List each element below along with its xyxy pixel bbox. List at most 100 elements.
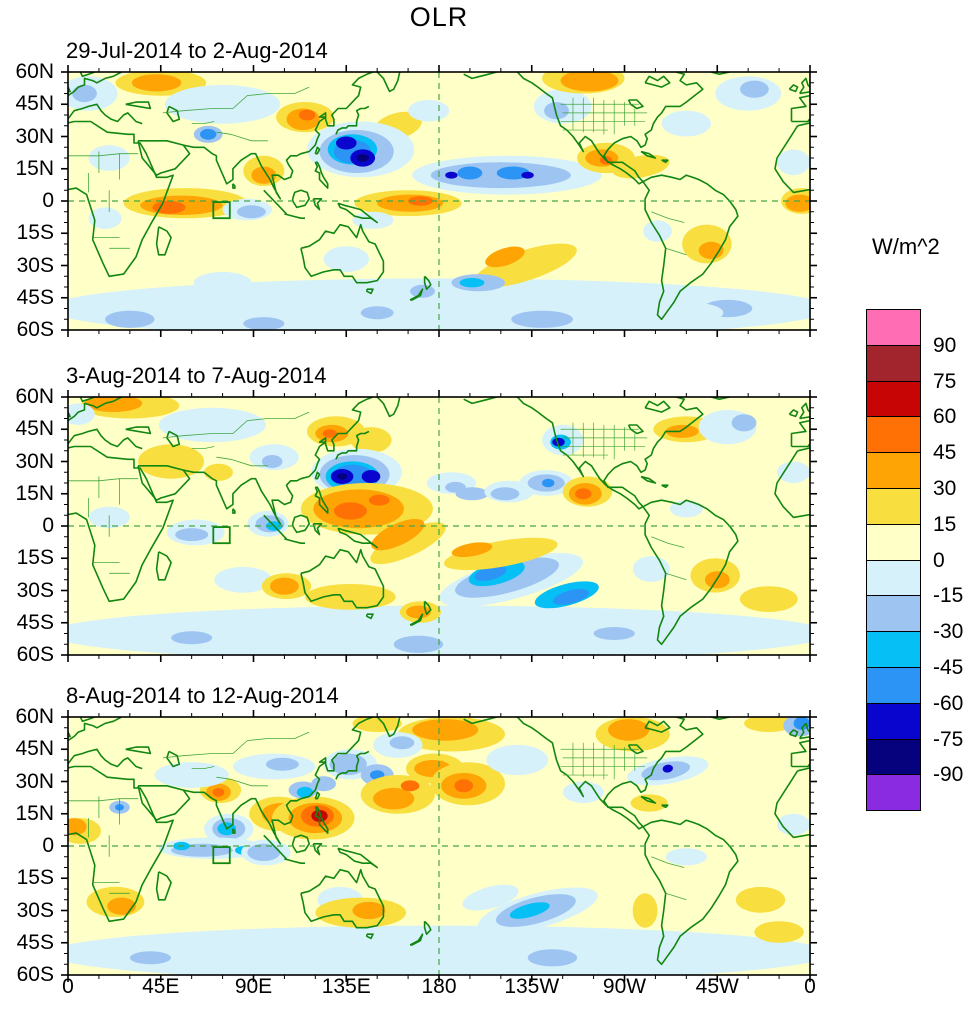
coastline: [335, 105, 370, 135]
country-border: [810, 154, 818, 156]
colorbar-tick-label: 15: [933, 512, 957, 536]
colorbar-segment: [866, 452, 921, 489]
coastline: [314, 791, 321, 800]
anomaly-blob: [247, 843, 281, 861]
coastline: [166, 105, 181, 123]
anomaly-blob: [457, 166, 483, 180]
coastline: [788, 729, 799, 738]
coastline: [376, 717, 401, 738]
anomaly-blob: [107, 897, 136, 915]
anomaly-blob: [575, 488, 592, 500]
lat-tick-label: 60N: [15, 385, 54, 408]
country-border: [68, 478, 139, 482]
anomaly-blob: [336, 473, 348, 480]
anomaly-blob: [360, 306, 394, 320]
anomaly-blob: [731, 414, 757, 432]
anomaly-blob: [131, 74, 182, 92]
anomaly-blob: [735, 886, 786, 913]
lat-tick-label: 60S: [16, 318, 54, 341]
coastline: [314, 471, 321, 480]
coastline: [516, 397, 644, 510]
coastline: [516, 717, 644, 830]
lat-tick-label: 30S: [16, 898, 54, 922]
coastline: [335, 750, 370, 780]
coastline: [640, 795, 657, 804]
coastline: [337, 527, 378, 549]
coastline: [166, 750, 181, 768]
coastline: [137, 785, 191, 821]
anomaly-blob: [200, 128, 217, 140]
colorbar-segment: [866, 667, 921, 704]
panel-title-1: 29-Jul-2014 to 2-Aug-2014: [66, 38, 328, 63]
coastline: [137, 465, 191, 501]
lon-tick-label: 0: [62, 975, 74, 998]
lon-tick-label: 135W: [504, 975, 560, 998]
colorbar-segment: [866, 488, 921, 525]
colorbar-segment: [866, 559, 921, 597]
anomaly-blob: [560, 72, 619, 92]
coastline: [314, 146, 321, 155]
coastline: [300, 548, 385, 609]
coastline: [68, 397, 122, 422]
anomaly-blob: [527, 949, 578, 967]
coastline: [642, 499, 739, 646]
panel-title-3: 8-Aug-2014 to 12-Aug-2014: [66, 683, 339, 708]
anomaly-blob: [661, 110, 711, 137]
country-border: [216, 131, 268, 142]
anomaly-blob: [368, 494, 390, 506]
anomaly-blob: [322, 429, 337, 438]
coastline: [603, 717, 704, 828]
coastline: [68, 428, 143, 450]
colorbar-tick-label: -30: [933, 620, 964, 644]
axis-ticks: [61, 710, 817, 982]
coastline: [409, 933, 424, 946]
lat-tick-label: 60N: [15, 60, 54, 83]
lat-tick-label: 0: [42, 834, 54, 857]
coastline: [516, 72, 644, 185]
anomaly-blob: [352, 901, 386, 920]
anomaly-blob: [361, 470, 381, 483]
colorbar-tick-label: -45: [933, 656, 964, 679]
lat-tick-label: 15N: [15, 481, 54, 505]
country-border: [216, 456, 268, 467]
anomaly-blob: [193, 271, 252, 294]
anomaly-blob: [204, 463, 233, 481]
coastline: [68, 765, 174, 923]
anomaly-blob: [105, 310, 155, 328]
coastline: [155, 551, 172, 581]
country-border: [68, 798, 139, 802]
colorbar-segment: [866, 702, 921, 740]
colorbar-segment: [866, 523, 921, 561]
anomaly-blob: [333, 502, 367, 520]
anomaly-blob: [408, 99, 450, 122]
map-field: [68, 717, 810, 975]
coastline: [661, 159, 669, 164]
anomaly-blob: [323, 246, 369, 272]
chart-title: OLR: [409, 2, 469, 32]
coastline: [155, 226, 172, 256]
anomaly-blob: [84, 397, 143, 412]
anomaly-blob: [662, 764, 673, 773]
country-border: [162, 731, 310, 759]
country-border: [162, 411, 310, 439]
anomaly-blob: [406, 605, 431, 619]
coastline: [463, 72, 497, 80]
coastline: [337, 202, 378, 224]
coastline: [291, 834, 310, 854]
colorbar-unit-label: W/m^2: [872, 234, 940, 259]
region-box: [212, 526, 231, 545]
anomaly-blob: [739, 586, 798, 612]
coastline: [68, 730, 71, 738]
coastline: [68, 717, 122, 742]
anomaly-blob: [485, 246, 525, 268]
coastline: [463, 717, 497, 725]
coastline: [337, 847, 378, 869]
lat-tick-label: 0: [42, 189, 54, 212]
map-panel-2: [61, 390, 817, 662]
anomaly-blob: [630, 794, 668, 812]
anomaly-blob: [336, 136, 357, 150]
anomaly-blob: [474, 565, 507, 581]
coastline: [79, 397, 96, 403]
map-field: [68, 397, 810, 655]
